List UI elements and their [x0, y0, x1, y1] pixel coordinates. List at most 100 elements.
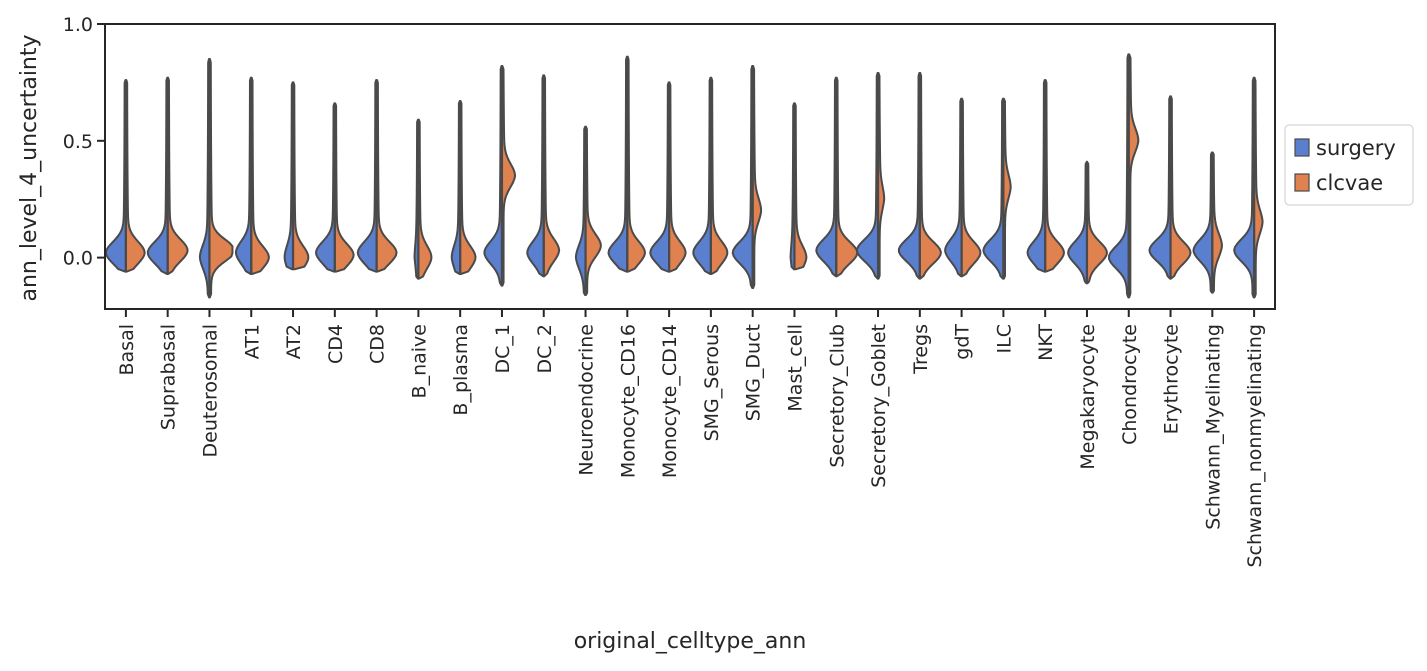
- violin-half-surgery: [146, 76, 169, 275]
- violin-half-surgery: [483, 65, 503, 287]
- violin-half-clcvae: [1169, 95, 1192, 280]
- x-tick-label: Monocyte_CD14: [659, 324, 681, 478]
- violin-half-clcvae: [709, 76, 729, 275]
- violin-half-clcvae: [877, 72, 886, 280]
- violin-half-clcvae: [668, 81, 687, 273]
- violin-half-clcvae: [960, 97, 982, 278]
- x-tick-label: gdT: [952, 324, 974, 360]
- violin-NKT: [1026, 79, 1066, 273]
- x-tick-label: Mast_cell: [784, 324, 806, 412]
- x-tick-label: Deuterosomal: [199, 324, 221, 457]
- x-tick-label: Monocyte_CD16: [617, 324, 639, 478]
- x-tick-label: Megakaryocyte: [1077, 324, 1099, 470]
- violin-half-clcvae: [1127, 53, 1140, 299]
- violin-half-clcvae: [459, 100, 477, 275]
- violin-half-surgery: [1148, 95, 1172, 280]
- violin-half-clcvae: [918, 72, 942, 280]
- x-tick-label: SMG_Serous: [701, 324, 723, 441]
- violin-half-clcvae: [1211, 151, 1223, 294]
- violin-half-surgery: [692, 76, 712, 275]
- violin-half-clcvae: [124, 79, 146, 273]
- violin-half-clcvae: [542, 74, 561, 278]
- violin-half-clcvae: [1253, 76, 1264, 299]
- violin-half-clcvae: [751, 65, 763, 289]
- violin-half-clcvae: [500, 65, 517, 287]
- x-tick-label: Neuroendocrine: [576, 324, 598, 476]
- violin-Chondrocyte: [1108, 53, 1140, 299]
- violin-Megakaryocyte: [1067, 160, 1108, 285]
- violin-Suprabasal: [146, 76, 189, 275]
- violin-SMG_Serous: [692, 76, 729, 275]
- x-tick-label: Secretory_Goblet: [868, 324, 890, 488]
- violin-half-surgery: [856, 72, 880, 280]
- x-tick-label: Suprabasal: [158, 324, 180, 430]
- violin-Mast_cell: [789, 102, 808, 271]
- violin-Secretory_Goblet: [856, 72, 886, 280]
- x-tick-label: CD8: [367, 324, 389, 364]
- violin-half-surgery: [1026, 79, 1047, 273]
- violin-half-surgery: [731, 65, 754, 289]
- violin-Neuroendocrine: [574, 125, 602, 296]
- violin-half-surgery: [283, 81, 295, 271]
- x-tick-label: Basal: [116, 324, 138, 376]
- violin-Erythrocyte: [1148, 95, 1192, 280]
- violin-Secretory_Club: [815, 76, 859, 278]
- legend: surgery clcvae: [1284, 124, 1414, 206]
- violin-B_plasma: [450, 100, 477, 275]
- violin-half-clcvae: [584, 125, 602, 296]
- x-axis-label: original_celltype_ann: [574, 629, 807, 654]
- x-tick-label: Schwann_Myelinating: [1202, 324, 1224, 530]
- violin-Schwann_Myelinating: [1192, 151, 1223, 294]
- legend-label-clcvae: clcvae: [1316, 171, 1383, 195]
- violin-SMG_Duct: [731, 65, 763, 289]
- legend-swatch-surgery: [1294, 138, 1310, 157]
- x-axis: Basal Suprabasal Deuterosomal AT1 AT2 CD4 CD8 B…: [116, 309, 1266, 568]
- violin-half-clcvae: [1044, 79, 1066, 273]
- x-tick-label: Secretory_Club: [826, 324, 848, 468]
- violin-DC_2: [526, 74, 561, 278]
- violin-half-clcvae: [292, 81, 310, 271]
- violin-half-clcvae: [793, 102, 808, 271]
- violin-Deuterosomal: [198, 58, 234, 299]
- violin-half-surgery: [649, 81, 671, 273]
- violin-ILC: [982, 97, 1012, 280]
- violin-half-clcvae: [1002, 97, 1012, 280]
- violin-half-surgery: [607, 55, 629, 273]
- violin-half-clcvae: [208, 58, 234, 299]
- x-tick-label: NKT: [1035, 324, 1057, 361]
- violin-half-surgery: [450, 100, 462, 275]
- y-tick-label: 1.0: [63, 14, 93, 36]
- violin-half-surgery: [944, 97, 963, 278]
- x-tick-label: Erythrocyte: [1161, 324, 1183, 434]
- violin-Monocyte_CD14: [649, 81, 687, 273]
- violin-half-surgery: [198, 58, 211, 299]
- violin-half-clcvae: [375, 79, 398, 273]
- violin-gdT: [944, 97, 982, 278]
- violin-CD4: [314, 102, 355, 273]
- violin-half-surgery: [356, 79, 378, 273]
- x-tick-label: DC_2: [534, 324, 556, 374]
- y-axis: 0.0 0.5 1.0: [63, 14, 105, 270]
- violins-layer: [104, 53, 1264, 299]
- x-tick-label: AT1: [241, 324, 263, 359]
- x-tick-label: DC_1: [492, 324, 514, 374]
- violin-half-surgery: [314, 102, 336, 273]
- violin-half-clcvae: [333, 102, 355, 273]
- violin-half-surgery: [234, 76, 253, 275]
- legend-swatch-clcvae: [1294, 173, 1310, 192]
- x-tick-label: SMG_Duct: [743, 324, 765, 421]
- violin-Tregs: [897, 72, 942, 280]
- violin-B_naive: [413, 118, 433, 280]
- x-tick-label: B_naive: [408, 324, 430, 398]
- legend-label-surgery: surgery: [1316, 136, 1396, 160]
- x-tick-label: Tregs: [910, 324, 932, 375]
- x-tick-label: CD4: [325, 324, 347, 364]
- y-tick-label: 0.0: [63, 248, 93, 270]
- violin-CD8: [356, 79, 398, 273]
- violin-half-surgery: [1067, 160, 1088, 285]
- violin-half-surgery: [526, 74, 545, 278]
- plot-frame: [104, 23, 1276, 310]
- violin-half-clcvae: [1085, 160, 1108, 285]
- violin-half-clcvae: [166, 76, 189, 275]
